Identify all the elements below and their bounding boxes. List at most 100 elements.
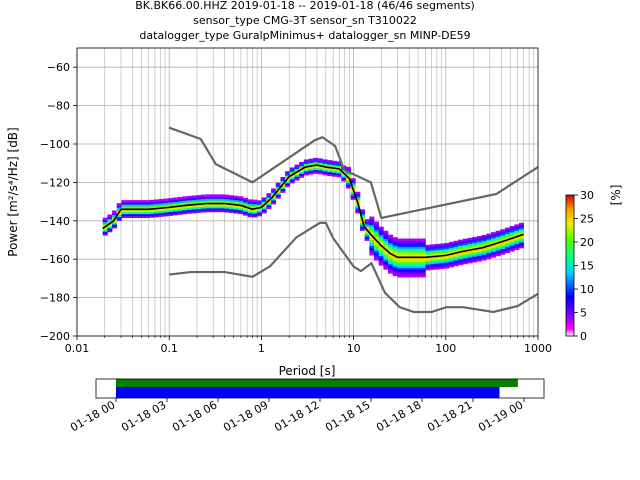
histogram-cell [462,248,468,251]
histogram-cell [509,243,515,246]
histogram-cell [462,252,468,255]
histogram-cell [252,201,258,205]
histogram-cell [345,174,351,177]
histogram-cell [355,210,361,214]
histogram-cell [313,169,319,172]
histogram-cell [336,172,342,176]
x-tick-label: 10 [347,342,361,355]
y-tick-label: −200 [40,330,70,343]
histogram-cell [275,190,281,193]
histogram-cell [514,224,520,227]
histogram-cell [505,241,510,244]
histogram-cell [500,248,506,251]
histogram-cell [505,248,510,252]
histogram-cell [374,221,379,225]
colorbar-ticks: 0 5 10 15 20 25 30 [574,189,594,343]
histogram-cell [229,206,234,210]
histogram-cell [453,256,459,259]
histogram-cell [416,265,422,268]
histogram-cell [177,212,183,215]
histogram-cell [116,218,122,221]
histogram-cell [486,256,492,260]
histogram-cell [247,201,253,204]
histogram-cell [392,271,398,275]
histogram-cell [331,160,337,164]
histogram-cell [154,205,160,208]
histogram-cell [486,254,492,258]
colorbar: 0 5 10 15 20 25 30 [%] [565,185,623,343]
histogram-cell [238,202,244,205]
histogram-cell [219,196,225,199]
histogram-cell [163,211,169,215]
histogram-cell [462,242,468,246]
histogram-cell [345,184,351,187]
histogram-cell [388,269,394,272]
histogram-cell [149,201,155,205]
histogram-cell [130,205,136,209]
histogram-cell [388,253,394,257]
histogram-cell [434,266,440,270]
histogram-cell [411,242,417,245]
histogram-cell [149,213,155,216]
histogram-cell [472,238,478,242]
histogram-cell [374,252,379,255]
histogram-cell [392,267,398,271]
histogram-cell [116,205,122,208]
coverage-tick-label: 01-19 00 [476,398,525,434]
histogram-cell [420,246,426,249]
histogram-cell [397,259,403,263]
histogram-cell [416,273,422,276]
histogram-cell [500,238,506,242]
histogram-cell [514,243,520,247]
histogram-cell [163,200,169,203]
y-axis-label: Power [m²/s⁴/Hz] [dB] [6,127,20,256]
histogram-cell [434,259,440,262]
y-tick-label: −160 [40,253,70,266]
histogram-cell [481,236,487,240]
histogram-cell [271,198,277,201]
histogram-cell [280,188,286,191]
histogram-cell [505,246,510,250]
histogram-cell [345,186,351,189]
histogram-cell [285,171,291,174]
colorbar-tick-label: 10 [580,283,594,296]
histogram-cell [434,245,440,249]
histogram-cell [224,194,230,198]
histogram-cell [388,263,394,267]
histogram-cell [350,178,356,181]
histogram-cell [453,258,459,261]
histogram-cell [243,207,249,210]
histogram-cell [514,241,520,245]
histogram-cell [345,180,351,183]
histogram-cell [369,226,375,229]
histogram-cell [196,195,202,198]
histogram-cell [490,247,496,250]
histogram-cell [448,243,454,247]
histogram-cell [374,223,379,227]
histogram-cell [486,248,492,252]
histogram-cell [275,186,281,190]
low-noise-model-line [169,221,538,314]
histogram-cell [163,213,169,217]
histogram-cell [411,238,417,242]
histogram-cell [205,203,211,207]
histogram-cell [481,240,487,244]
histogram-cell [186,195,192,199]
histogram-cell [271,192,277,195]
histogram-cell [402,273,408,276]
histogram-cell [369,237,375,241]
histogram-cell [200,198,206,201]
histogram-cell [453,242,459,246]
histogram-cell [336,165,342,168]
histogram-cell [182,207,188,211]
histogram-cell [462,238,468,242]
histogram-cell [341,179,347,182]
histogram-cell [219,207,225,211]
histogram-cell [154,203,160,206]
histogram-cell [402,271,408,274]
histogram-cell [369,245,375,248]
histogram-cell [402,242,408,245]
histogram-cell [163,198,169,202]
histogram-cell [233,205,239,208]
histogram-cell [303,172,309,176]
